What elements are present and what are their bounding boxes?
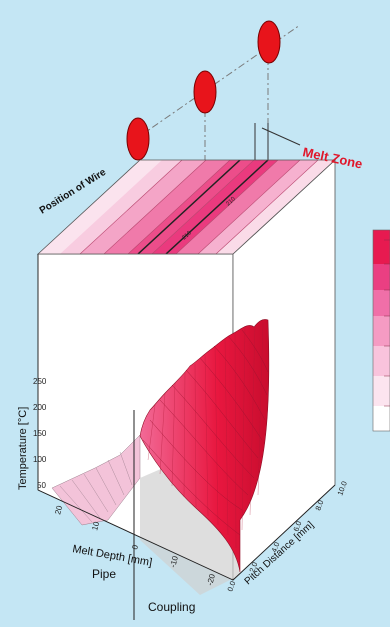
pitch-tick: 0.0: [225, 580, 237, 593]
color-scale-swatch: [373, 376, 390, 406]
melt-zone-bracket: [254, 123, 301, 160]
melt-depth-tick: 10: [90, 520, 101, 531]
temperature-surface: [51, 319, 270, 595]
contour-label: 210: [181, 230, 193, 242]
color-scale-swatch: [373, 230, 390, 264]
melt-depth-tick: 20: [53, 504, 64, 515]
temperature-tick: 100: [33, 455, 47, 464]
top-contour-map: [38, 160, 335, 254]
color-scale-swatch: [373, 264, 390, 290]
pipe-label: Pipe: [92, 567, 116, 581]
wire-marker: [126, 117, 150, 161]
pitch-tick: 2.0: [247, 561, 259, 574]
temperature-tick: 50: [37, 481, 46, 490]
melt-depth-tick: 0: [130, 543, 140, 550]
melt-depth-axis-label: Melt Depth [mm]: [71, 543, 153, 569]
contour-label: 210: [225, 196, 237, 208]
temperature-tick: 150: [33, 429, 47, 438]
melt-depth-tick: -20: [205, 572, 217, 586]
temperature-ticks: 250 200 150 100 50: [33, 377, 47, 490]
color-scale-swatch: [373, 406, 390, 431]
melt-depth-ticks: 20 10 0 -10 -20: [53, 504, 217, 586]
color-scale-swatch: [373, 290, 390, 316]
pitch-tick: 4.0: [269, 541, 281, 554]
color-scale-swatch: [373, 346, 390, 376]
color-scale-bar: [372, 229, 390, 432]
temperature-tick: 200: [33, 403, 47, 412]
pitch-tick: 10.0: [335, 480, 348, 497]
wire-marker: [193, 70, 217, 114]
pitch-tick: 6.0: [291, 520, 303, 533]
melt-depth-tick: -10: [168, 554, 180, 568]
temperature-tick: 250: [33, 377, 47, 386]
wire-marker: [257, 20, 281, 64]
color-scale-swatch: [373, 316, 390, 346]
pitch-tick: 8.0: [313, 499, 325, 512]
temperature-axis-label: Temperature [°C]: [17, 407, 29, 490]
axes-frame: [37, 254, 336, 581]
wire-markers: [126, 20, 281, 161]
coupling-label: Coupling: [148, 600, 195, 614]
